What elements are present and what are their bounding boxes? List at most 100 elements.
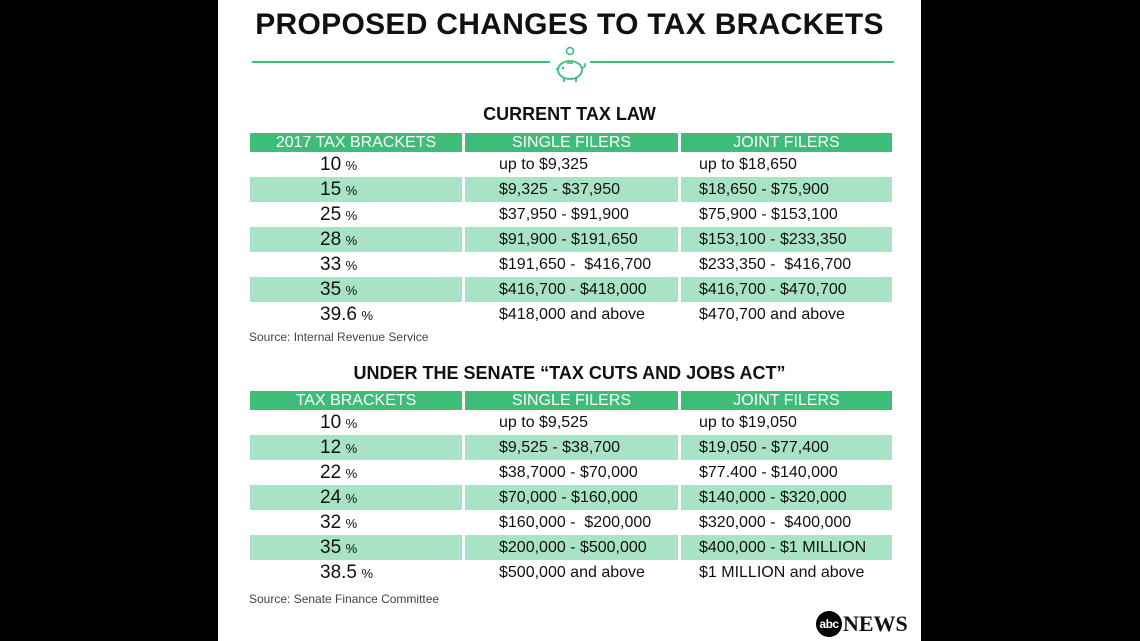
table-row: 39.6 % $418,000 and above $470,700 and a… <box>250 302 892 327</box>
single-cell: $500,000 and above <box>499 564 645 581</box>
joint-cell: $416,700 - $470,700 <box>681 277 892 302</box>
table-row: 15 % $9,325 - $37,950 $18,650 - $75,900 <box>250 177 892 202</box>
source-note-irs: Source: Internal Revenue Service <box>249 330 429 344</box>
joint-cell: $400,000 - $1 MILLION <box>681 535 892 560</box>
rate-cell: 10 % <box>250 410 462 435</box>
page-title: PROPOSED CHANGES TO TAX BRACKETS <box>255 8 884 41</box>
percent-sign: % <box>345 466 358 481</box>
table-header: 2017 TAX BRACKETS SINGLE FILERS JOINT FI… <box>250 133 892 152</box>
joint-cell: $18,650 - $75,900 <box>681 177 892 202</box>
table-row: 24 % $70,000 - $160,000 $140,000 - $320,… <box>250 485 892 510</box>
percent-sign: % <box>345 516 358 531</box>
single-cell: $91,900 - $191,650 <box>465 227 678 252</box>
news-logo-text: NEWS <box>843 611 908 636</box>
current-brackets-table: 2017 TAX BRACKETS SINGLE FILERS JOINT FI… <box>250 133 892 327</box>
rate-cell: 24 % <box>250 485 462 510</box>
single-cell: $160,000 - $200,000 <box>499 514 652 531</box>
rate-cell: 38.5 % <box>250 560 462 585</box>
rate-value: 39.6 <box>320 304 357 325</box>
source-note-senate: Source: Senate Finance Committee <box>249 592 440 606</box>
column-header-single: SINGLE FILERS <box>465 391 678 410</box>
table-row: 28 % $91,900 - $191,650 $153,100 - $233,… <box>250 227 892 252</box>
column-header-single: SINGLE FILERS <box>465 133 678 152</box>
divider-right <box>590 61 894 63</box>
percent-sign: % <box>345 541 358 556</box>
joint-cell: $19,050 - $77,400 <box>681 435 892 460</box>
rate-value: 15 <box>320 179 342 200</box>
joint-cell: $1 MILLION and above <box>699 564 865 581</box>
single-cell: $191,650 - $416,700 <box>499 256 652 273</box>
column-header-brackets: TAX BRACKETS <box>250 391 462 410</box>
percent-sign: % <box>345 183 358 198</box>
abc-logo-circle: abc <box>816 611 842 637</box>
rate-value: 35 <box>320 537 342 558</box>
rate-cell: 28 % <box>250 227 462 252</box>
column-header-joint: JOINT FILERS <box>681 391 892 410</box>
rate-cell: 22 % <box>250 460 462 485</box>
joint-cell: $320,000 - $400,000 <box>699 514 852 531</box>
rate-value: 12 <box>320 437 342 458</box>
joint-cell: $470,700 and above <box>699 306 845 323</box>
infographic-panel: PROPOSED CHANGES TO TAX BRACKETS CURRENT… <box>218 0 921 641</box>
percent-sign: % <box>345 441 358 456</box>
table-row: 25 % $37,950 - $91,900 $75,900 - $153,10… <box>250 202 892 227</box>
percent-sign: % <box>361 308 373 323</box>
table-row: 33 % $191,650 - $416,700 $233,350 - $416… <box>250 252 892 277</box>
percent-sign: % <box>345 258 358 273</box>
rate-cell: 39.6 % <box>250 302 462 327</box>
joint-cell: $77.400 - $140,000 <box>699 464 838 481</box>
rate-cell: 10 % <box>250 152 462 177</box>
joint-cell: up to $19,050 <box>699 414 797 431</box>
table-row: 10 % up to $9,325 up to $18,650 <box>250 152 892 177</box>
single-cell: $9,525 - $38,700 <box>465 435 678 460</box>
single-cell: $418,000 and above <box>499 306 645 323</box>
rate-value: 32 <box>320 512 342 533</box>
senate-brackets-table: TAX BRACKETS SINGLE FILERS JOINT FILERS … <box>250 391 892 585</box>
percent-sign: % <box>345 233 358 248</box>
table-row: 35 % $200,000 - $500,000 $400,000 - $1 M… <box>250 535 892 560</box>
percent-sign: % <box>345 158 358 173</box>
rate-cell: 25 % <box>250 202 462 227</box>
column-header-brackets: 2017 TAX BRACKETS <box>250 133 462 152</box>
current-law-heading: CURRENT TAX LAW <box>483 104 656 124</box>
rate-value: 10 <box>320 412 342 433</box>
divider-left <box>252 61 550 63</box>
table-row: 10 % up to $9,525 up to $19,050 <box>250 410 892 435</box>
rate-value: 35 <box>320 279 342 300</box>
single-cell: $9,325 - $37,950 <box>465 177 678 202</box>
table-row: 38.5 % $500,000 and above $1 MILLION and… <box>250 560 892 585</box>
rate-value: 25 <box>320 204 342 225</box>
rate-cell: 32 % <box>250 510 462 535</box>
table-row: 32 % $160,000 - $200,000 $320,000 - $400… <box>250 510 892 535</box>
rate-cell: 35 % <box>250 277 462 302</box>
rate-value: 10 <box>320 154 342 175</box>
single-cell: up to $9,525 <box>499 414 588 431</box>
single-cell: $200,000 - $500,000 <box>465 535 678 560</box>
joint-cell: $75,900 - $153,100 <box>699 206 838 223</box>
single-cell: $416,700 - $418,000 <box>465 277 678 302</box>
rate-value: 28 <box>320 229 342 250</box>
percent-sign: % <box>345 283 358 298</box>
joint-cell: $233,350 - $416,700 <box>699 256 852 273</box>
rate-cell: 33 % <box>250 252 462 277</box>
abc-news-logo: abc NEWS <box>816 611 908 637</box>
piggy-bank-icon <box>556 46 586 82</box>
single-cell: $70,000 - $160,000 <box>465 485 678 510</box>
senate-act-heading: UNDER THE SENATE “TAX CUTS AND JOBS ACT” <box>353 363 786 383</box>
table-row: 22 % $38,7000 - $70,000 $77.400 - $140,0… <box>250 460 892 485</box>
percent-sign: % <box>345 491 358 506</box>
rate-cell: 12 % <box>250 435 462 460</box>
joint-cell: $153,100 - $233,350 <box>681 227 892 252</box>
rate-value: 22 <box>320 462 342 483</box>
percent-sign: % <box>345 416 358 431</box>
table-row: 12 % $9,525 - $38,700 $19,050 - $77,400 <box>250 435 892 460</box>
joint-cell: up to $18,650 <box>699 156 797 173</box>
rate-value: 38.5 <box>320 562 357 583</box>
rate-cell: 15 % <box>250 177 462 202</box>
rate-cell: 35 % <box>250 535 462 560</box>
rate-value: 33 <box>320 254 342 275</box>
single-cell: $37,950 - $91,900 <box>499 206 629 223</box>
single-cell: $38,7000 - $70,000 <box>499 464 638 481</box>
rate-value: 24 <box>320 487 342 508</box>
column-header-joint: JOINT FILERS <box>681 133 892 152</box>
